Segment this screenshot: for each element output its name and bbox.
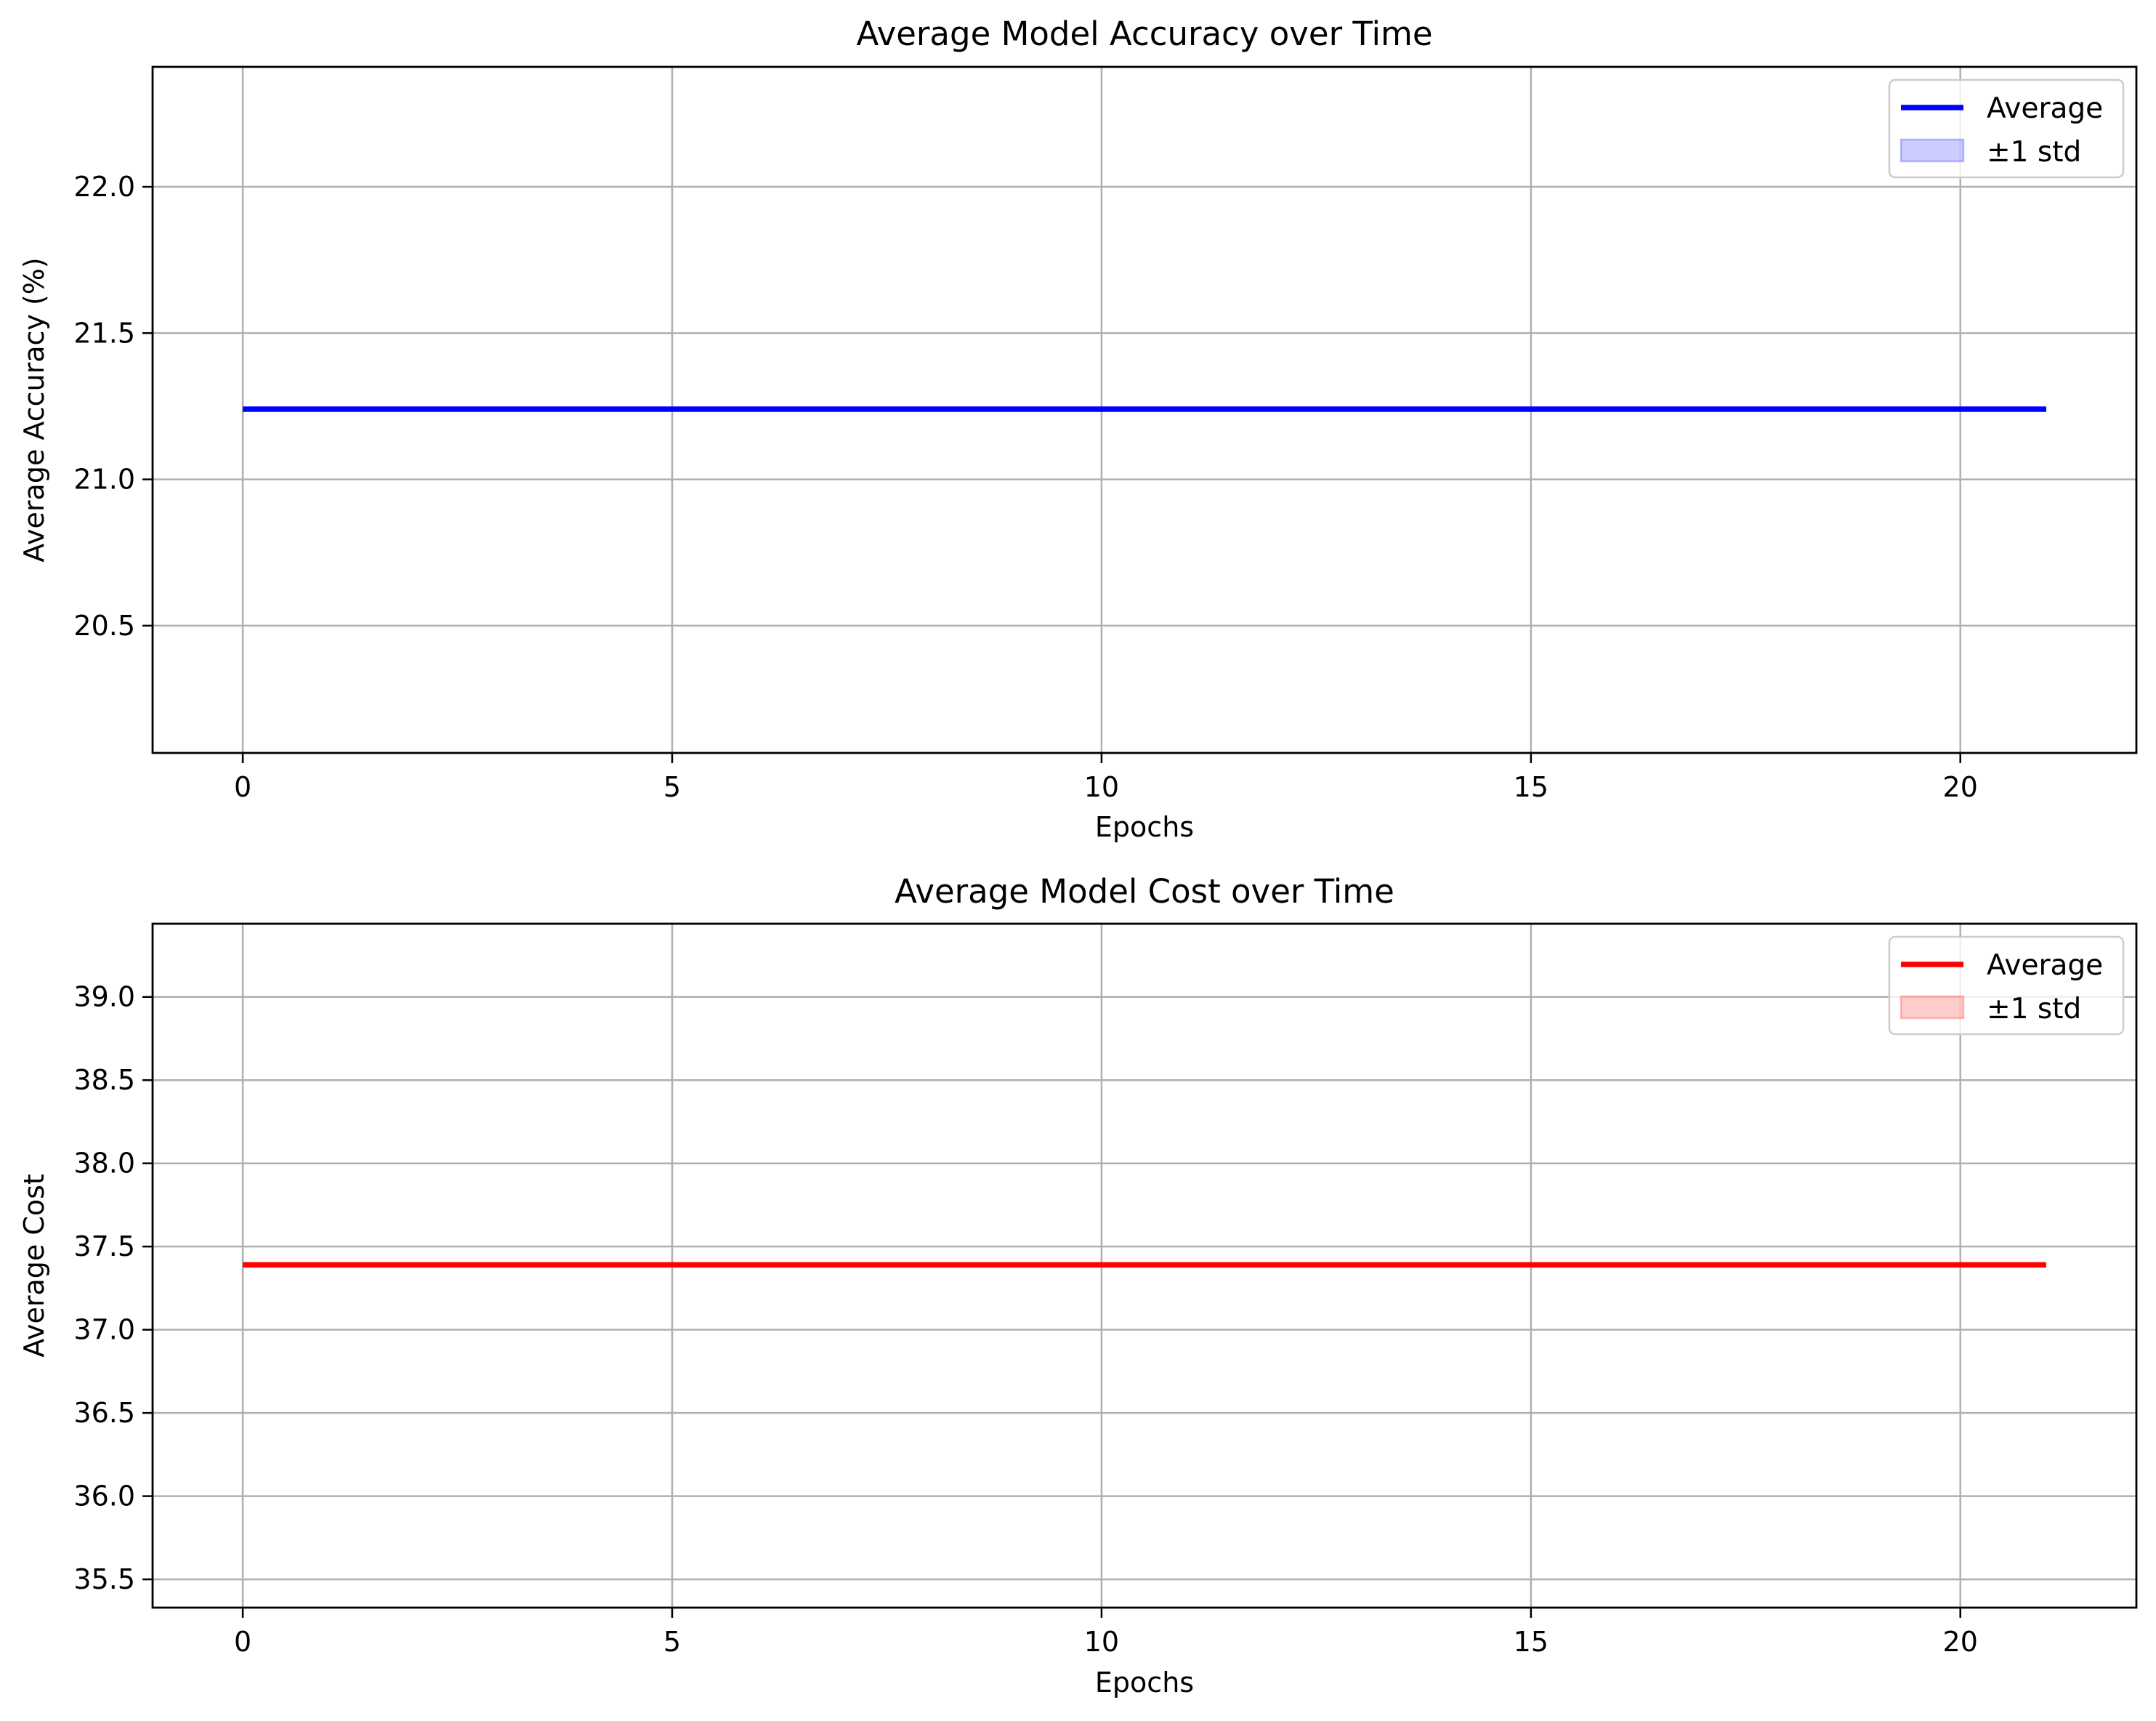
y-tick-label: 38.0: [73, 1148, 135, 1180]
x-tick-label: 20: [1943, 771, 1978, 803]
y-axis-label: Average Cost: [18, 1174, 50, 1358]
legend-label-std: ±1 std: [1987, 136, 2081, 169]
chart-panel-2: 0 5 10 15 20 35.5 36.0 36.5 37.0 37.5 38.0 38.5 39.0…: [18, 872, 2138, 1698]
axes-frame: [151, 65, 2138, 754]
y-tick-label: 38.5: [73, 1064, 135, 1096]
legend-label-average: Average: [1987, 949, 2103, 982]
x-tick-label: 0: [234, 771, 251, 803]
legend-label-average: Average: [1987, 92, 2103, 125]
legend-band-swatch: [1899, 995, 1965, 1020]
legend-box: [1888, 935, 2125, 1036]
y-tick-label: 20.5: [73, 610, 135, 642]
axes-frame: [151, 922, 2138, 1609]
x-tick-label: 5: [663, 1626, 681, 1658]
legend: Average ±1 std: [1888, 78, 2125, 179]
y-tick-label: 39.0: [73, 981, 135, 1013]
y-tick-label: 36.5: [73, 1397, 135, 1429]
chart-panel-1: 0 5 10 15 20 20.5 21.0 21.5 22.0 Average Model Ac…: [18, 15, 2138, 843]
legend-label-std: ±1 std: [1987, 993, 2081, 1025]
x-tick-label: 0: [234, 1626, 251, 1658]
x-axis-label: Epochs: [1095, 1666, 1194, 1698]
legend-box: [1888, 78, 2125, 179]
chart-title: Average Model Accuracy over Time: [856, 15, 1432, 53]
x-tick-label: 10: [1084, 1626, 1119, 1658]
y-tick-label: 22.0: [73, 171, 135, 203]
x-tick-label: 10: [1084, 771, 1119, 803]
legend-band-swatch: [1899, 138, 1965, 163]
y-tick-label: 21.0: [73, 464, 135, 496]
y-tick-label: 35.5: [73, 1563, 135, 1595]
y-tick-label: 37.5: [73, 1230, 135, 1262]
chart-title: Average Model Cost over Time: [895, 872, 1394, 911]
legend: Average ±1 std: [1888, 935, 2125, 1036]
y-tick-label: 21.5: [73, 317, 135, 349]
x-tick-label: 20: [1943, 1626, 1978, 1658]
x-tick-label: 5: [663, 771, 681, 803]
y-axis-label: Average Accuracy (%): [18, 257, 50, 562]
y-tick-label: 36.0: [73, 1480, 135, 1512]
x-axis-label: Epochs: [1095, 811, 1194, 843]
panels: 0 5 10 15 20 20.5 21.0 21.5 22.0 Average Model Ac…: [18, 15, 2138, 1698]
y-tick-label: 37.0: [73, 1314, 135, 1346]
x-tick-label: 15: [1514, 1626, 1549, 1658]
x-tick-label: 15: [1514, 771, 1549, 803]
